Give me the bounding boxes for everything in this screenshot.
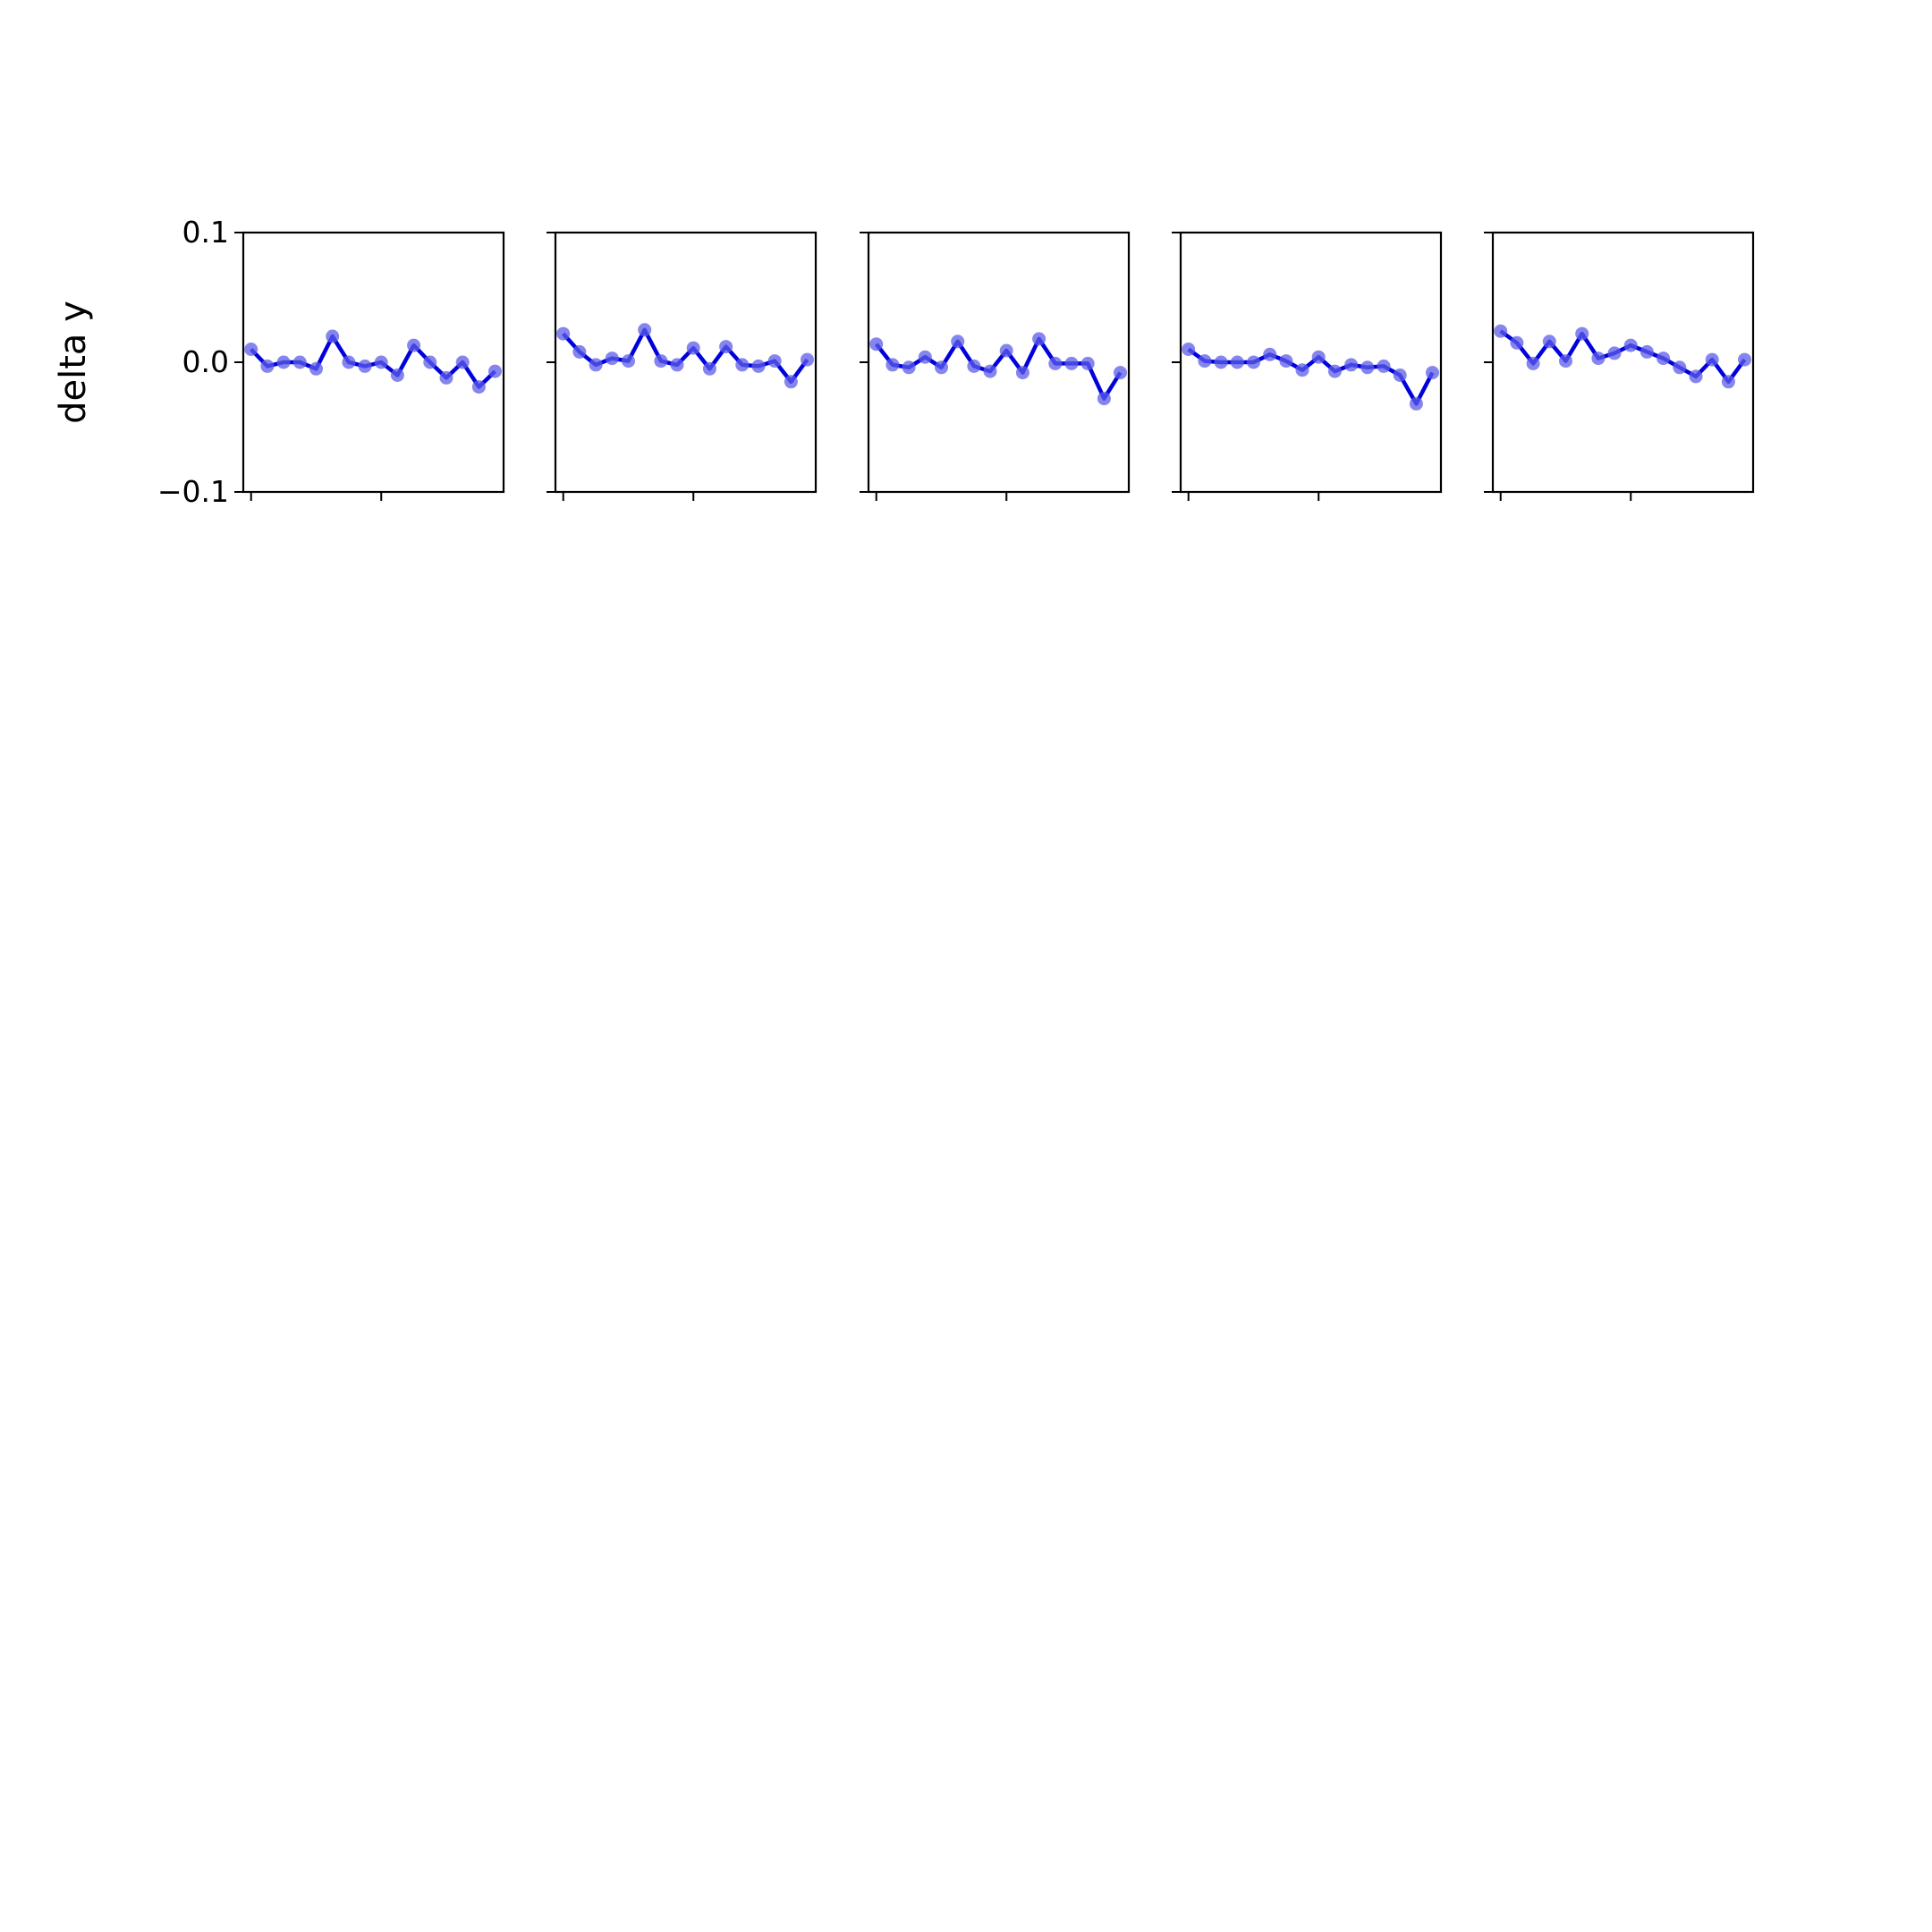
- data-point: [556, 326, 571, 341]
- data-point: [455, 355, 470, 369]
- data-point: [983, 364, 997, 378]
- data-point: [1623, 338, 1638, 352]
- subplot-r1-c5: [1484, 231, 1755, 501]
- y-tick-label: −0.1: [157, 474, 229, 509]
- data-point: [719, 340, 733, 354]
- data-point: [423, 355, 437, 369]
- data-point: [918, 350, 932, 364]
- data-point: [935, 360, 948, 375]
- data-point: [374, 355, 388, 369]
- data-point: [1377, 359, 1391, 373]
- data-point: [1426, 366, 1439, 380]
- data-point: [1064, 356, 1079, 370]
- data-point: [488, 364, 502, 378]
- data-point: [1080, 356, 1095, 370]
- data-point: [1295, 363, 1309, 377]
- data-point: [784, 375, 798, 389]
- data-point: [244, 343, 258, 356]
- subplot-r1-c3: [860, 231, 1131, 501]
- data-point: [869, 337, 884, 352]
- data-point: [1032, 332, 1046, 346]
- data-point: [999, 343, 1013, 358]
- data-point: [1214, 355, 1228, 369]
- data-point: [390, 369, 404, 382]
- data-point: [767, 354, 782, 369]
- data-point: [342, 355, 356, 369]
- panel-grid: −0.1 0.0 0.1 delta y: [53, 215, 1755, 509]
- y-tick-label: 0.0: [182, 344, 229, 379]
- data-point: [686, 341, 700, 355]
- data-point: [622, 354, 635, 369]
- series-line: [874, 336, 1123, 401]
- data-point: [1182, 343, 1196, 356]
- series-line: [1499, 329, 1747, 385]
- data-point: [276, 355, 291, 369]
- data-point: [1673, 360, 1687, 375]
- data-point: [886, 358, 900, 372]
- data-point: [1344, 358, 1359, 372]
- data-point: [801, 352, 814, 367]
- data-point: [1097, 392, 1111, 406]
- data-point: [1263, 347, 1277, 361]
- data-point: [439, 370, 453, 385]
- data-point: [326, 329, 340, 343]
- data-point: [1409, 396, 1423, 411]
- y-tick-label: 0.1: [182, 215, 229, 250]
- data-point: [260, 359, 275, 373]
- data-point: [1114, 366, 1127, 380]
- data-point: [702, 361, 716, 376]
- data-point: [735, 358, 750, 372]
- data-point: [1230, 355, 1244, 369]
- data-point: [407, 338, 421, 352]
- data-point: [1510, 335, 1524, 350]
- data-point: [1721, 375, 1735, 389]
- data-point: [654, 354, 668, 369]
- data-point: [1247, 355, 1260, 369]
- data-point: [1591, 352, 1606, 366]
- data-point: [1311, 350, 1326, 364]
- data-point: [967, 359, 981, 373]
- data-point: [951, 335, 965, 349]
- subplot-r1-c1: −0.1 0.0 0.1 delta y: [53, 215, 505, 509]
- data-point: [1607, 346, 1622, 360]
- subplot-r1-c2: [547, 231, 818, 501]
- data-point: [1494, 324, 1508, 338]
- data-point: [1393, 369, 1407, 382]
- data-point: [1327, 364, 1342, 378]
- series-line: [562, 327, 809, 385]
- data-point: [1575, 326, 1589, 341]
- data-point: [1559, 354, 1572, 369]
- data-point: [1048, 356, 1063, 370]
- data-point: [309, 361, 323, 376]
- data-point: [1705, 352, 1719, 367]
- data-point: [1526, 356, 1540, 370]
- data-point: [1198, 354, 1212, 369]
- data-point: [751, 359, 766, 373]
- data-point: [605, 352, 619, 366]
- data-point: [1689, 369, 1703, 384]
- data-point: [589, 358, 603, 372]
- data-point: [292, 355, 307, 369]
- data-point: [1738, 352, 1751, 367]
- data-point: [1015, 366, 1030, 380]
- y-axis-label: delta y: [53, 301, 94, 424]
- series-line: [1187, 347, 1435, 406]
- data-point: [670, 358, 684, 372]
- data-point: [1542, 335, 1556, 349]
- data-point: [902, 360, 916, 375]
- data-point: [1640, 344, 1654, 359]
- data-point: [572, 344, 587, 359]
- data-point: [358, 359, 372, 373]
- data-point: [1279, 354, 1293, 369]
- data-point: [1657, 352, 1671, 366]
- data-point: [471, 380, 486, 394]
- data-point: [1360, 360, 1375, 375]
- data-point: [638, 323, 652, 337]
- subplot-r1-c4: [1172, 231, 1443, 501]
- series-line: [250, 334, 497, 389]
